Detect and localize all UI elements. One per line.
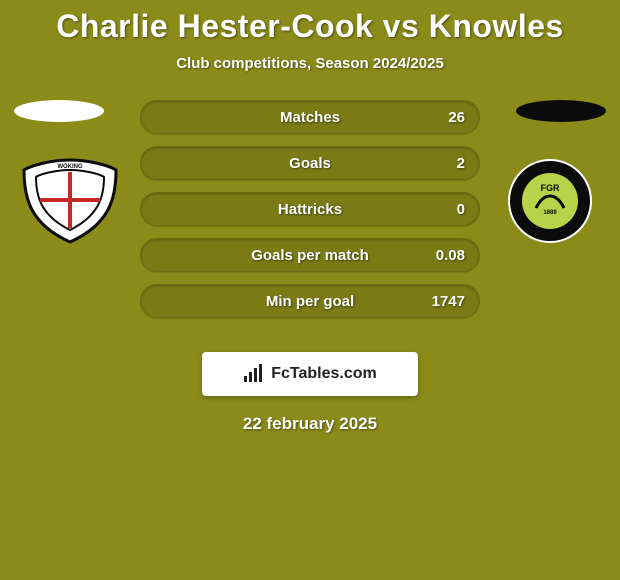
stat-row: Hattricks 0: [140, 192, 480, 226]
stat-label: Goals: [289, 155, 331, 172]
shield-icon: FGR 1889: [500, 158, 600, 244]
stat-label: Matches: [280, 109, 340, 126]
page-subtitle: Club competitions, Season 2024/2025: [0, 55, 620, 72]
page-title: Charlie Hester-Cook vs Knowles: [0, 0, 620, 45]
shield-icon: WOKING: [20, 158, 120, 244]
brand-text: FcTables.com: [271, 365, 377, 383]
brand-badge: FcTables.com: [202, 352, 418, 396]
stat-row: Min per goal 1747: [140, 284, 480, 318]
player-left-marker: [14, 100, 104, 122]
footer-date: 22 february 2025: [0, 414, 620, 434]
svg-text:FGR: FGR: [541, 183, 560, 193]
svg-text:1889: 1889: [543, 210, 557, 216]
svg-text:WOKING: WOKING: [57, 164, 83, 170]
bar-chart-icon: [243, 364, 265, 384]
stat-row: Goals per match 0.08: [140, 238, 480, 272]
stats-rows: Matches 26 Goals 2 Hattricks 0 Goals per match…: [140, 100, 480, 330]
stat-value-right: 0: [457, 193, 465, 227]
stat-value-right: 0.08: [436, 239, 465, 273]
stat-label: Min per goal: [266, 293, 354, 310]
stat-value-right: 1747: [432, 285, 465, 319]
stat-value-right: 2: [457, 147, 465, 181]
stat-label: Hattricks: [278, 201, 342, 218]
player-left-crest: WOKING: [20, 158, 120, 244]
comparison-area: WOKING FGR 1889 Matches 26 Goals 2 Hattricks…: [0, 100, 620, 340]
player-right-marker: [516, 100, 606, 122]
stat-label: Goals per match: [251, 247, 369, 264]
player-right-crest: FGR 1889: [500, 158, 600, 244]
stat-value-right: 26: [448, 101, 465, 135]
stat-row: Goals 2: [140, 146, 480, 180]
stat-row: Matches 26: [140, 100, 480, 134]
